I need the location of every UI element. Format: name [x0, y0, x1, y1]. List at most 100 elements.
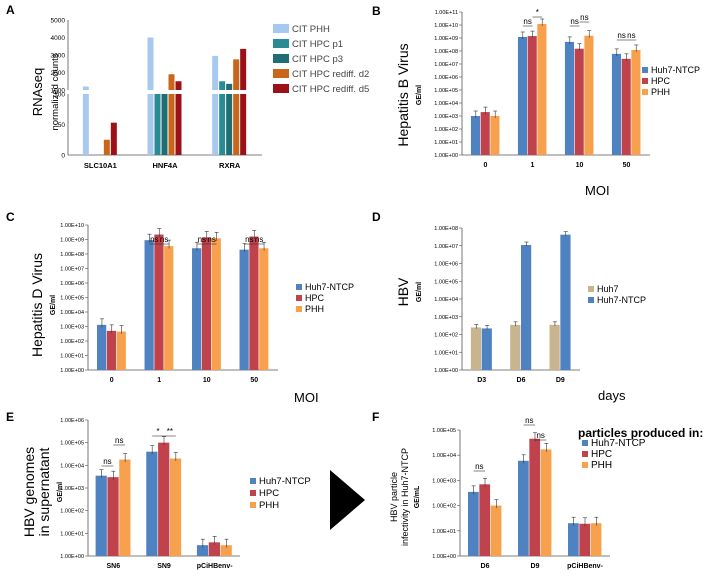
panel-c-chart: Hepatitis D Virus GE/ml MOI 1.00E+00 1.00…: [29, 223, 354, 405]
legend-swatch: [250, 502, 256, 508]
bar-cit-hpc-rediff-d5: [240, 94, 247, 155]
legend-label: CIT HPC rediff. d2: [292, 69, 369, 80]
y-tick-label: 1.00E+03: [434, 114, 458, 120]
y-tick-label: 1.00E+02: [434, 127, 458, 133]
y-tick-label: 1.00E+04: [60, 310, 84, 316]
bar-huh7-ntcp: [517, 36, 528, 155]
bar-cit-phh-upper: [82, 86, 89, 90]
y-tick-label: 1.00E+07: [434, 244, 458, 250]
panel-label-a: A: [6, 3, 15, 17]
legend-swatch: [273, 39, 289, 48]
significance-label: ns: [525, 416, 533, 425]
bar-cit-phh-upper: [147, 37, 154, 90]
y-tick-label: 1.00E+09: [60, 238, 84, 244]
bar-cit-hpc-p1: [219, 94, 226, 155]
y-tick-label: 1.00E+01: [60, 354, 84, 360]
bar-hpc: [208, 542, 220, 556]
bar-phh: [116, 331, 126, 370]
significance-label: ns: [627, 31, 635, 40]
bar-huh7-ntcp: [470, 116, 481, 155]
bar-huh7: [470, 327, 482, 370]
bar-hpc: [527, 36, 537, 155]
legend-label: CIT HPC rediff. d5: [292, 84, 369, 95]
significance-label: ns: [245, 235, 253, 244]
category-label: SLC10A1: [84, 161, 117, 170]
y-tick-label: 1.00E+08: [434, 226, 458, 232]
y-tick-label: 1.00E+06: [434, 75, 458, 81]
bar-hpc: [480, 112, 490, 155]
panel-b-xlabel: MOI: [585, 183, 610, 198]
bar-cit-hpc-rediff-d5: [110, 122, 117, 155]
panel-label-d: D: [372, 210, 381, 224]
panel-f-legend-title: particles produced in:: [578, 426, 703, 440]
y-tick-label: 1.00E+00: [60, 554, 84, 560]
panel-d-xlabel: days: [598, 388, 626, 403]
bar-phh: [211, 238, 221, 370]
panel-c-ylabel: Hepatitis D Virus: [29, 253, 45, 357]
bar-phh: [259, 248, 269, 370]
significance-label: *: [536, 8, 539, 17]
y-tick-label: 1.00E+05: [434, 279, 458, 285]
category-label: D9: [531, 563, 540, 570]
bar-hpc: [154, 234, 164, 370]
legend-label: Huh7-NTCP: [597, 295, 646, 305]
y-tick-label: 1.00E+00: [434, 153, 458, 159]
y-tick-label: 100: [54, 92, 65, 99]
y-tick-label: 1.00E+07: [60, 267, 84, 273]
bar-cit-hpc-rediff-d2: [103, 139, 110, 155]
legend-label: HPC: [651, 76, 671, 86]
bar-hpc: [621, 58, 631, 155]
panel-e-ylabel2: in supernatant: [36, 448, 52, 537]
y-tick-label: 1.00E+05: [432, 428, 456, 434]
y-tick-label: 1.00E+01: [60, 531, 84, 537]
legend-label: Huh7-NTCP: [591, 438, 646, 449]
bar-huh7-ntcp: [97, 324, 107, 370]
significance-label: ns: [103, 457, 111, 466]
bar-huh7-ntcp: [481, 328, 492, 370]
bar-hpc: [574, 48, 584, 155]
y-tick-label: 1.00E+01: [434, 350, 458, 356]
legend-label: HPC: [259, 488, 279, 499]
significance-label: ns: [536, 431, 544, 440]
y-tick-label: 1.00E+00: [432, 554, 456, 560]
bar-huh7-ntcp: [146, 451, 158, 556]
bar-phh: [537, 23, 547, 156]
bar-huh7-ntcp: [239, 249, 249, 370]
significance-label: ns: [570, 17, 578, 26]
y-tick-label: 1.00E+04: [432, 453, 456, 459]
bar-huh7-ntcp: [611, 53, 622, 155]
y-tick-label: 1.00E+04: [434, 297, 458, 303]
legend-swatch: [273, 24, 289, 33]
y-tick-label: 1.00E+10: [434, 23, 458, 29]
bar-huh7-ntcp: [468, 491, 479, 556]
category-label: SN9: [157, 563, 171, 570]
y-tick-label: 1.00E+02: [432, 504, 456, 510]
bar-phh: [490, 505, 502, 556]
category-label: 0: [110, 377, 114, 384]
y-tick-label: 1.00E+03: [60, 486, 84, 492]
panel-f-ylabel3: GE/mL: [414, 485, 421, 508]
panel-e-ylabel3: GE/ml: [57, 482, 64, 502]
bar-cit-hpc-p3: [161, 94, 168, 155]
significance-label: ns: [150, 235, 158, 244]
bar-cit-hpc-p3-upper: [226, 83, 233, 90]
bar-cit-phh: [147, 94, 154, 155]
bar-hpc: [158, 442, 170, 556]
legend-label: Huh7-NTCP: [259, 476, 311, 487]
panel-d-chart: HBV GE/ml days 1.00E+00 1.00E+01 1.00E+02 1…: [395, 226, 646, 403]
y-tick-label: 1.00E+10: [60, 223, 84, 229]
y-tick-label: 1.00E+02: [60, 509, 84, 515]
legend-swatch: [296, 306, 302, 312]
significance-label: *: [157, 427, 160, 436]
legend-label: PHH: [259, 500, 279, 511]
y-tick-label: 2000: [51, 70, 66, 77]
legend-label: CIT HPC p1: [292, 39, 343, 50]
category-label: D3: [477, 377, 486, 384]
panel-b-ylabel: Hepatitis B Virus: [395, 43, 411, 146]
bar-huh7: [549, 324, 560, 370]
category-label: D9: [556, 377, 565, 384]
legend-swatch: [582, 462, 588, 468]
panel-f-ylabel: HBV particle: [389, 472, 399, 522]
legend-swatch: [250, 478, 256, 484]
panel-d-ylabel: HBV: [395, 277, 411, 306]
